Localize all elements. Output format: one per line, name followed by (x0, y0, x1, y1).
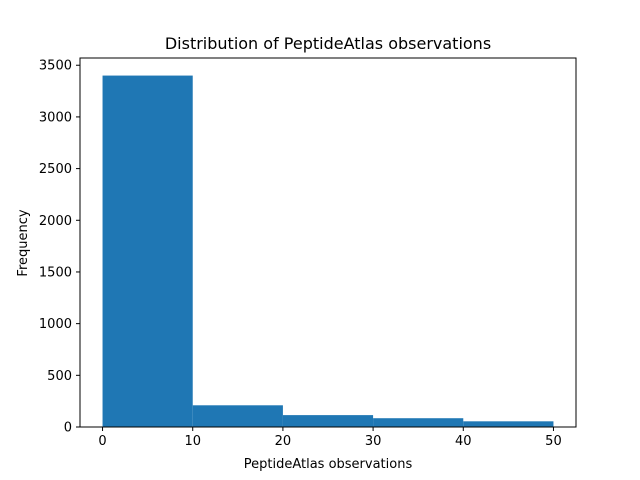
x-tick-label: 30 (365, 434, 382, 449)
y-tick-label: 2500 (39, 162, 72, 177)
x-tick-label: 40 (455, 434, 472, 449)
x-tick-label: 50 (545, 434, 562, 449)
y-axis-ticks: 0 500 1000 1500 2000 2500 3000 3500 (39, 59, 80, 436)
histogram-bar-10-20 (192, 405, 283, 427)
x-tick-label: 0 (98, 434, 106, 449)
y-tick-label: 2000 (39, 214, 72, 229)
y-axis-title: Frequency (16, 209, 31, 276)
histogram-bar-0-10 (102, 75, 193, 428)
x-tick-label: 20 (275, 434, 292, 449)
y-tick-label: 1000 (39, 317, 72, 332)
y-tick-label: 3000 (39, 110, 72, 125)
histogram-bar-30-40 (373, 418, 464, 427)
histogram-bar-40-50 (463, 421, 554, 427)
histogram-bar-20-30 (282, 415, 374, 427)
x-tick-label: 10 (184, 434, 201, 449)
plot-frame (79, 57, 577, 428)
x-axis-ticks: 0 10 20 30 40 50 (98, 427, 562, 449)
bars-group (102, 75, 554, 428)
chart-title: Distribution of PeptideAtlas observation… (165, 34, 491, 53)
y-tick-label: 3500 (39, 59, 72, 74)
y-tick-label: 500 (47, 369, 72, 384)
y-tick-label: 1500 (39, 265, 72, 280)
x-axis-title: PeptideAtlas observations (244, 457, 413, 472)
y-tick-label: 0 (64, 421, 72, 436)
